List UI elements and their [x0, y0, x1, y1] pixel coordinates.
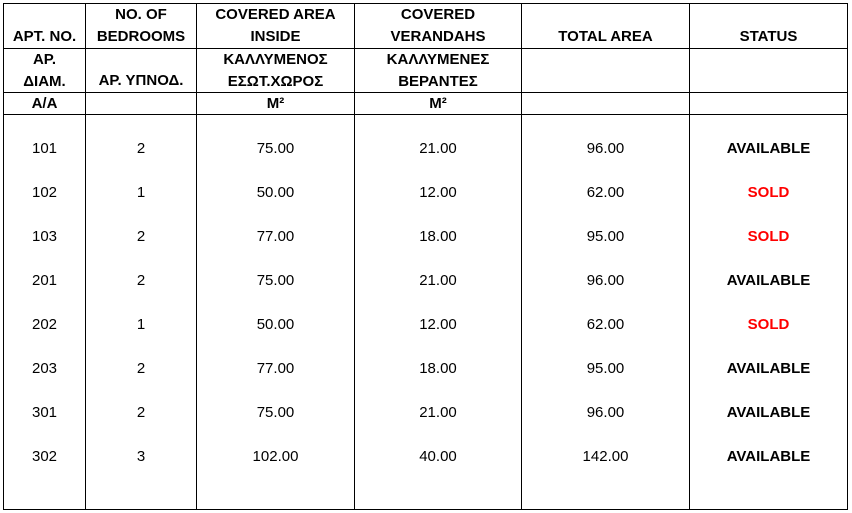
- column-border-5: [689, 3, 690, 510]
- cell-covered-inside: 75.00: [256, 404, 295, 421]
- cell-status: AVAILABLE: [726, 404, 811, 421]
- header-covered-inside: COVERED AREA INSIDE: [197, 4, 354, 48]
- header-apt-no-label: APT. NO.: [12, 28, 77, 45]
- cell-total-area: 95.00: [586, 360, 625, 377]
- header-total-area-label: TOTAL AREA: [558, 28, 653, 45]
- unit-covered-inside: M²: [197, 93, 354, 114]
- header-gr-covered-inside: ΚΑΛΛΥΜΕΝΟΣ ΕΣΩΤ.ΧΩΡΟΣ: [197, 49, 354, 92]
- header-total-area: TOTAL AREA: [522, 26, 689, 48]
- cell-covered-verandahs: 40.00: [419, 448, 457, 465]
- cell-bedrooms: 2: [136, 140, 146, 157]
- header-gr-covered-verandahs-line-2: ΒΕΡΑΝΤΕΣ: [398, 72, 478, 90]
- cell-status: AVAILABLE: [726, 140, 811, 157]
- header-status-label: STATUS: [739, 28, 798, 45]
- header-gr-apt-no: ΑΡ. ΔΙΑΜ.: [4, 49, 85, 92]
- unit-covered-inside-label: M²: [266, 94, 285, 112]
- header-bedrooms-line-2: BEDROOMS: [96, 28, 186, 45]
- cell-covered-verandahs: 21.00: [419, 140, 457, 157]
- table-border-bottom: [3, 509, 848, 510]
- header-covered-inside-line-1: COVERED AREA: [215, 6, 336, 23]
- cell-status: AVAILABLE: [726, 448, 811, 465]
- unit-covered-verandahs-label: M²: [429, 94, 447, 112]
- cell-apt-no: 101: [31, 140, 58, 157]
- cell-covered-verandahs: 12.00: [419, 184, 457, 201]
- cell-covered-verandahs: 21.00: [419, 404, 457, 421]
- header-divider-1: [3, 48, 848, 49]
- cell-apt-no: 103: [31, 228, 58, 245]
- column-border-2: [196, 3, 197, 510]
- cell-total-area: 62.00: [586, 316, 625, 333]
- cell-covered-inside: 75.00: [256, 140, 295, 157]
- header-gr-bedrooms-label: ΑΡ. ΥΠΝΟΔ.: [98, 72, 184, 89]
- column-border-6: [847, 3, 848, 510]
- cell-bedrooms: 2: [136, 360, 146, 377]
- header-gr-covered-inside-line-1: ΚΑΛΛΥΜΕΝΟΣ: [223, 50, 328, 68]
- cell-total-area: 96.00: [586, 404, 625, 421]
- column-border-1: [85, 3, 86, 510]
- header-gr-bedrooms: ΑΡ. ΥΠΝΟΔ.: [86, 70, 196, 92]
- cell-covered-inside: 77.00: [256, 228, 295, 245]
- cell-covered-inside: 102.00: [252, 448, 299, 465]
- unit-apt-no: Α/Α: [4, 93, 85, 114]
- cell-total-area: 142.00: [582, 448, 629, 465]
- header-gr-covered-verandahs-line-1: ΚΑΛΛΥΜΕΝΕΣ: [386, 50, 490, 68]
- header-covered-verandahs-line-1: COVERED: [400, 6, 476, 23]
- cell-bedrooms: 3: [136, 448, 146, 465]
- cell-bedrooms: 1: [136, 184, 146, 201]
- cell-status: SOLD: [747, 316, 790, 333]
- header-gr-covered-inside-line-2: ΕΣΩΤ.ΧΩΡΟΣ: [227, 72, 324, 90]
- cell-apt-no: 201: [31, 272, 58, 289]
- cell-apt-no: 102: [31, 184, 58, 201]
- header-covered-verandahs-line-2: VERANDAHS: [390, 28, 486, 45]
- column-border-4: [521, 3, 522, 510]
- cell-total-area: 96.00: [586, 272, 625, 289]
- column-border-3: [354, 3, 355, 510]
- cell-apt-no: 301: [31, 404, 58, 421]
- header-bedrooms: NO. OF BEDROOMS: [86, 4, 196, 48]
- cell-apt-no: 202: [31, 316, 58, 333]
- cell-covered-verandahs: 12.00: [419, 316, 457, 333]
- cell-status: SOLD: [747, 228, 790, 245]
- cell-total-area: 96.00: [586, 140, 625, 157]
- cell-covered-verandahs: 21.00: [419, 272, 457, 289]
- cell-bedrooms: 2: [136, 228, 146, 245]
- cell-covered-verandahs: 18.00: [419, 228, 457, 245]
- unit-apt-no-label: Α/Α: [31, 94, 58, 112]
- header-gr-apt-no-line-2: ΔΙΑΜ.: [23, 72, 66, 90]
- cell-status: AVAILABLE: [726, 272, 811, 289]
- header-status: STATUS: [690, 26, 847, 48]
- header-bedrooms-line-1: NO. OF: [115, 6, 167, 23]
- header-divider-3: [3, 114, 848, 115]
- cell-covered-inside: 50.00: [256, 184, 295, 201]
- cell-apt-no: 203: [31, 360, 58, 377]
- cell-status: AVAILABLE: [726, 360, 811, 377]
- cell-covered-inside: 50.00: [256, 316, 295, 333]
- header-covered-verandahs: COVERED VERANDAHS: [355, 4, 521, 48]
- cell-covered-verandahs: 18.00: [419, 360, 457, 377]
- column-border-0: [3, 3, 4, 510]
- header-divider-2: [3, 92, 848, 93]
- header-covered-inside-line-2: INSIDE: [250, 28, 301, 45]
- cell-covered-inside: 75.00: [256, 272, 295, 289]
- cell-apt-no: 302: [31, 448, 58, 465]
- cell-bedrooms: 2: [136, 272, 146, 289]
- cell-bedrooms: 2: [136, 404, 146, 421]
- cell-covered-inside: 77.00: [256, 360, 295, 377]
- header-gr-covered-verandahs: ΚΑΛΛΥΜΕΝΕΣ ΒΕΡΑΝΤΕΣ: [355, 49, 521, 92]
- cell-total-area: 62.00: [586, 184, 625, 201]
- unit-covered-verandahs: M²: [355, 93, 521, 114]
- table-border-top: [3, 3, 848, 4]
- cell-status: SOLD: [747, 184, 790, 201]
- cell-total-area: 95.00: [586, 228, 625, 245]
- header-apt-no: APT. NO.: [4, 26, 85, 48]
- cell-bedrooms: 1: [136, 316, 146, 333]
- header-gr-apt-no-line-1: ΑΡ.: [32, 50, 57, 68]
